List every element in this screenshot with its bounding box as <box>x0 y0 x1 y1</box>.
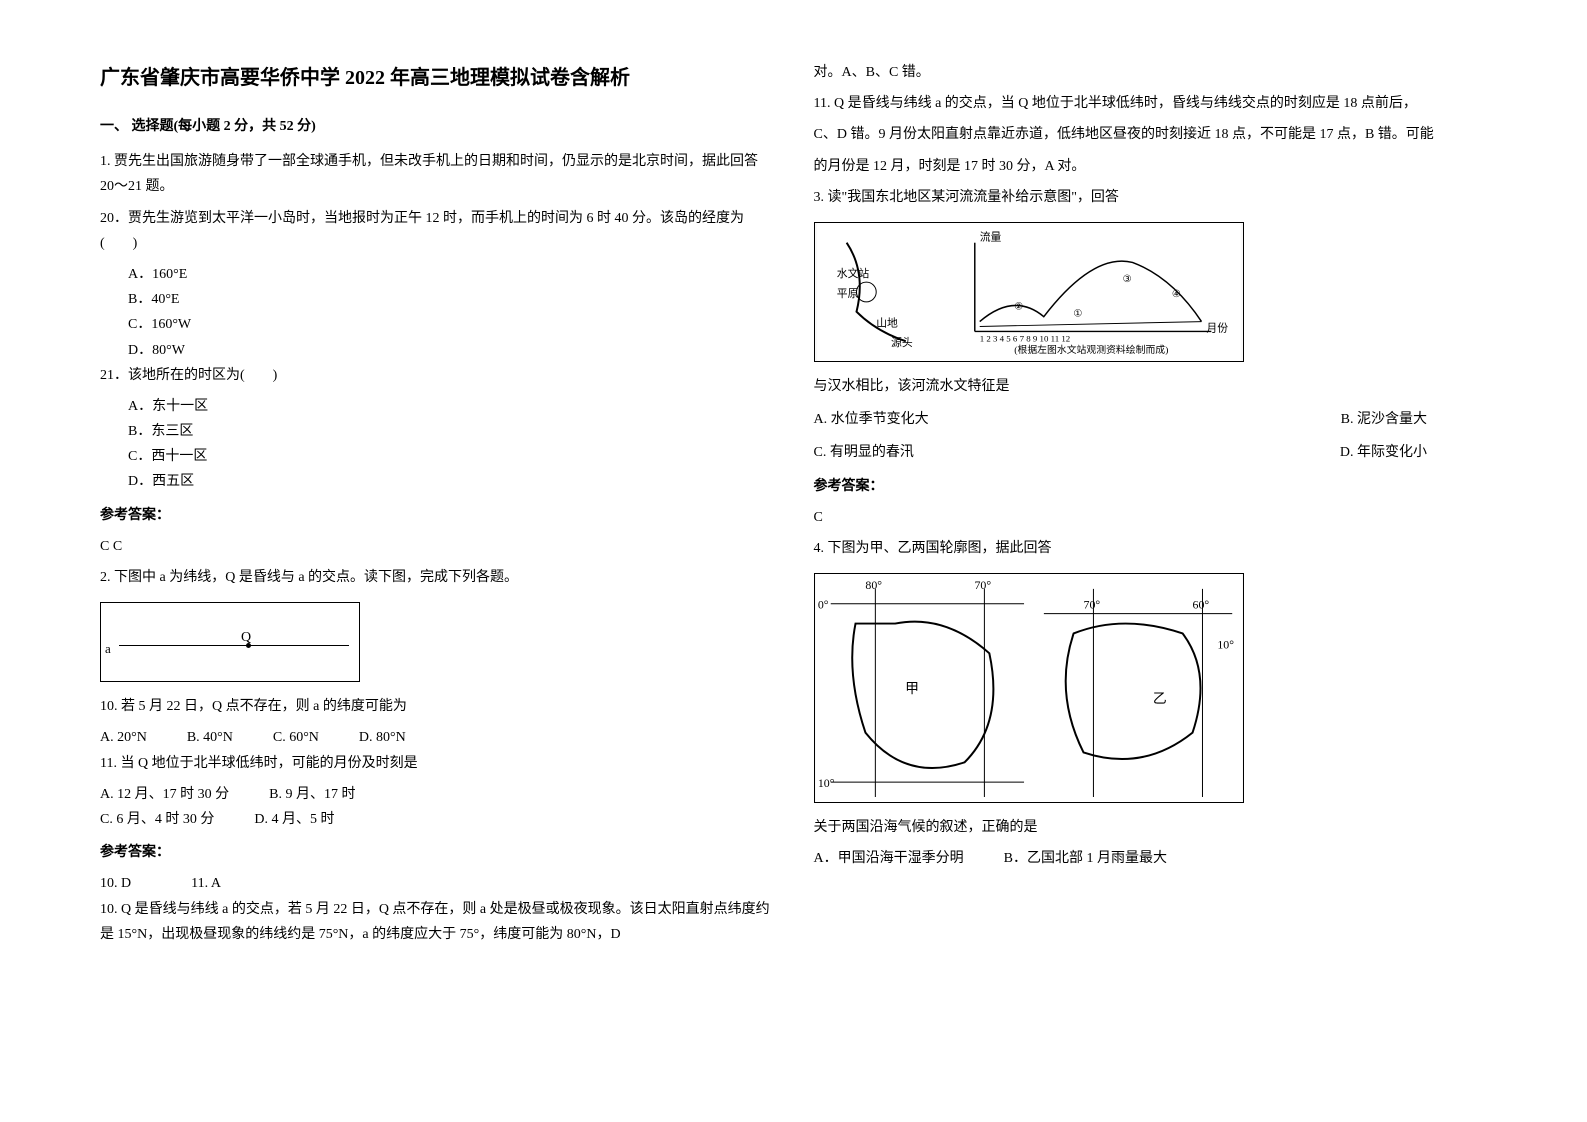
svg-text:月份: 月份 <box>1206 321 1228 334</box>
q3-opt-a: A. 水位季节变化大 <box>814 407 929 432</box>
q10-options: A. 20°N B. 40°N C. 60°N D. 80°N <box>100 725 774 750</box>
svg-text:0°: 0° <box>817 598 828 612</box>
q1-intro: 1. 贾先生出国旅游随身带了一部全球通手机，但未改手机上的日期和时间，仍显示的是… <box>100 149 774 199</box>
svg-text:10°: 10° <box>1217 637 1234 651</box>
page-title: 广东省肇庆市高要华侨中学 2022 年高三地理模拟试卷含解析 <box>100 60 774 96</box>
svg-text:甲: 甲 <box>905 682 919 697</box>
svg-text:10°: 10° <box>817 776 834 790</box>
svg-text:70°: 70° <box>974 578 991 592</box>
svg-text:水文站: 水文站 <box>836 266 869 280</box>
q11-text: 11. 当 Q 地位于北半球低纬时，可能的月份及时刻是 <box>100 751 774 776</box>
q10-text: 10. 若 5 月 22 日，Q 点不存在，则 a 的纬度可能为 <box>100 694 774 719</box>
q3-intro: 3. 读"我国东北地区某河流流量补给示意图"，回答 <box>814 185 1488 210</box>
svg-text:①: ① <box>1073 309 1082 320</box>
q4-figure: 80° 70° 0° 10° 甲 70° 60° 10° 乙 <box>814 573 1244 803</box>
svg-text:③: ③ <box>1122 274 1131 285</box>
q3-opt-b: B. 泥沙含量大 <box>1341 407 1427 432</box>
q2-diagram: a Q <box>100 602 360 682</box>
q10-explanation: 10. Q 是昏线与纬线 a 的交点，若 5 月 22 日，Q 点不存在，则 a… <box>100 897 774 947</box>
exp-cont1: 对。A、B、C 错。 <box>814 60 1488 85</box>
q3-opts-cd: C. 有明显的春汛 D. 年际变化小 <box>814 440 1488 465</box>
q11-options-ab: A. 12 月、17 时 30 分 B. 9 月、17 时 <box>100 782 774 807</box>
q20-text: 20．贾先生游览到太平洋一小岛时，当地报时为正午 12 时，而手机上的时间为 6… <box>100 206 774 256</box>
q21-opt-d: D．西五区 <box>100 469 774 494</box>
q1-answer-label: 参考答案： <box>100 503 774 528</box>
q11-options-cd: C. 6 月、4 时 30 分 D. 4 月、5 时 <box>100 807 774 832</box>
exp11-3: 的月份是 12 月，时刻是 17 时 30 分，A 对。 <box>814 154 1488 179</box>
left-column: 广东省肇庆市高要华侨中学 2022 年高三地理模拟试卷含解析 一、 选择题(每小… <box>80 60 794 1062</box>
q10-answer: 10. D <box>100 871 131 896</box>
q3-opts-ab: A. 水位季节变化大 B. 泥沙含量大 <box>814 407 1488 432</box>
q11-opt-c: C. 6 月、4 时 30 分 <box>100 807 214 832</box>
q3-answer: C <box>814 505 1488 530</box>
q2-intro: 2. 下图中 a 为纬线，Q 是昏线与 a 的交点。读下图，完成下列各题。 <box>100 565 774 590</box>
svg-text:④: ④ <box>1171 289 1180 300</box>
q11-opt-d: D. 4 月、5 时 <box>254 807 334 832</box>
q3-opt-d: D. 年际变化小 <box>1340 440 1427 465</box>
q20-opt-c: C．160°W <box>100 312 774 337</box>
svg-text:源头: 源头 <box>891 335 913 349</box>
q1-answer: C C <box>100 534 774 559</box>
svg-text:平原: 平原 <box>836 288 858 300</box>
q21-opt-c: C．西十一区 <box>100 444 774 469</box>
q20-opt-d: D．80°W <box>100 338 774 363</box>
svg-text:②: ② <box>1014 302 1023 313</box>
svg-text:(根据左图水文站观测资料绘制而成): (根据左图水文站观测资料绘制而成) <box>1014 343 1168 356</box>
svg-text:乙: 乙 <box>1152 691 1166 707</box>
river-diagram-svg: 水文站 平原 山地 源头 流量 ② ① ③ ④ 月份 1 2 3 4 5 6 7… <box>815 223 1243 361</box>
right-column: 对。A、B、C 错。 11. Q 是昏线与纬线 a 的交点，当 Q 地位于北半球… <box>794 60 1508 1062</box>
q10-opt-a: A. 20°N <box>100 725 147 750</box>
q3-answer-label: 参考答案： <box>814 474 1488 499</box>
diagram-label-a: a <box>105 637 111 660</box>
q4-question: 关于两国沿海气候的叙述，正确的是 <box>814 815 1488 840</box>
q2-answers: 10. D 11. A <box>100 871 774 896</box>
q4-opts: A．甲国沿海干湿季分明 B．乙国北部 1 月雨量最大 <box>814 846 1488 871</box>
q3-opt-c: C. 有明显的春汛 <box>814 440 914 465</box>
q20-opt-b: B．40°E <box>100 287 774 312</box>
q3-figure: 水文站 平原 山地 源头 流量 ② ① ③ ④ 月份 1 2 3 4 5 6 7… <box>814 222 1244 362</box>
svg-text:流量: 流量 <box>979 230 1001 244</box>
exp11-2: C、D 错。9 月份太阳直射点靠近赤道，低纬地区昼夜的时刻接近 18 点，不可能… <box>814 122 1488 147</box>
svg-text:山地: 山地 <box>876 316 898 329</box>
svg-text:60°: 60° <box>1192 598 1209 612</box>
q11-answer: 11. A <box>191 871 221 896</box>
q4-intro: 4. 下图为甲、乙两国轮廓图，据此回答 <box>814 536 1488 561</box>
section-header: 一、 选择题(每小题 2 分，共 52 分) <box>100 114 774 139</box>
q11-opt-a: A. 12 月、17 时 30 分 <box>100 782 229 807</box>
q11-opt-b: B. 9 月、17 时 <box>269 782 355 807</box>
q10-opt-d: D. 80°N <box>359 725 406 750</box>
q10-opt-c: C. 60°N <box>273 725 319 750</box>
svg-text:70°: 70° <box>1083 598 1100 612</box>
map-diagram-svg: 80° 70° 0° 10° 甲 70° 60° 10° 乙 <box>815 574 1243 802</box>
svg-text:80°: 80° <box>865 578 882 592</box>
exp11-1: 11. Q 是昏线与纬线 a 的交点，当 Q 地位于北半球低纬时，昏线与纬线交点… <box>814 91 1488 116</box>
svg-text:1 2 3 4 5 6 7 8 9 10 1: 1 2 3 4 5 6 7 8 9 10 11 12 <box>979 333 1069 343</box>
q10-opt-b: B. 40°N <box>187 725 233 750</box>
q21-opt-a: A．东十一区 <box>100 394 774 419</box>
q21-text: 21．该地所在的时区为( ) <box>100 363 774 388</box>
q4-opt-b: B．乙国北部 1 月雨量最大 <box>1004 846 1167 871</box>
q20-opt-a: A．160°E <box>100 262 774 287</box>
q4-opt-a: A．甲国沿海干湿季分明 <box>814 846 964 871</box>
q2-answer-label: 参考答案： <box>100 840 774 865</box>
diagram-line <box>119 645 349 646</box>
q3-question: 与汉水相比，该河流水文特征是 <box>814 374 1488 399</box>
q21-opt-b: B．东三区 <box>100 419 774 444</box>
